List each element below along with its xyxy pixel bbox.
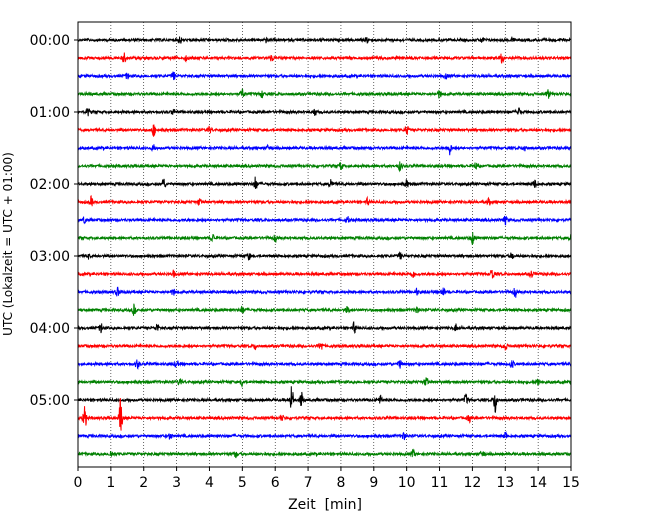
y-tick-label: 00:00 (30, 33, 70, 49)
x-tick-label: 10 (398, 475, 416, 491)
x-tick-label: 5 (238, 475, 247, 491)
x-tick-label: 4 (205, 475, 214, 491)
x-tick-label: 15 (562, 475, 580, 491)
x-tick-label: 1 (106, 475, 115, 491)
seismogram-trace (77, 143, 572, 156)
x-axis-label: Zeit [min] (288, 497, 362, 513)
seismogram-trace (77, 215, 572, 226)
seismogram-trace (77, 52, 572, 64)
seismogram-trace (77, 195, 572, 207)
y-tick-label: 04:00 (30, 321, 70, 337)
seismogram-trace (77, 448, 572, 459)
x-axis: 0 1 2 3 4 5 6 7 8 9 10 11 12 13 14 15 (74, 467, 580, 491)
seismogram-trace (77, 386, 572, 413)
y-tick-label: 01:00 (30, 105, 70, 121)
y-axis: 00:00 01:00 02:00 03:00 04:00 05:00 (30, 33, 78, 409)
y-tick-label: 03:00 (30, 249, 70, 265)
seismogram-trace (77, 176, 572, 189)
x-tick-label: 9 (369, 475, 378, 491)
seismogram-trace (77, 107, 572, 117)
x-tick-label: 6 (271, 475, 280, 491)
x-tick-label: 2 (139, 475, 148, 491)
seismogram-trace (77, 124, 572, 137)
x-tick-label: 13 (496, 475, 514, 491)
seismogram-trace (77, 342, 572, 351)
seismogram-trace (77, 286, 572, 298)
seismogram-trace (77, 430, 572, 441)
seismogram-trace (77, 359, 572, 370)
y-axis-label: UTC (Lokalzeit = UTC + 01:00) (1, 152, 15, 336)
x-tick-label: 3 (172, 475, 181, 491)
seismogram-trace (77, 269, 572, 279)
seismogram-trace (77, 398, 572, 431)
seismogram-trace (77, 377, 572, 389)
seismogram-trace (77, 321, 572, 334)
x-tick-label: 7 (304, 475, 313, 491)
x-tick-label: 0 (74, 475, 83, 491)
seismogram-trace (77, 251, 572, 261)
seismogram-trace (77, 161, 572, 173)
x-tick-label: 14 (529, 475, 547, 491)
seismogram-trace (77, 303, 572, 316)
traces (77, 36, 572, 459)
seismogram-trace (77, 232, 572, 246)
seismogram-trace (77, 71, 572, 81)
y-tick-label: 02:00 (30, 177, 70, 193)
seismogram-trace (77, 36, 572, 44)
y-tick-label: 05:00 (30, 393, 70, 409)
plot-frame (77, 21, 572, 468)
x-tick-label: 12 (463, 475, 481, 491)
x-tick-label: 8 (336, 475, 345, 491)
seismogram-trace (77, 88, 572, 99)
x-tick-label: 11 (431, 475, 449, 491)
